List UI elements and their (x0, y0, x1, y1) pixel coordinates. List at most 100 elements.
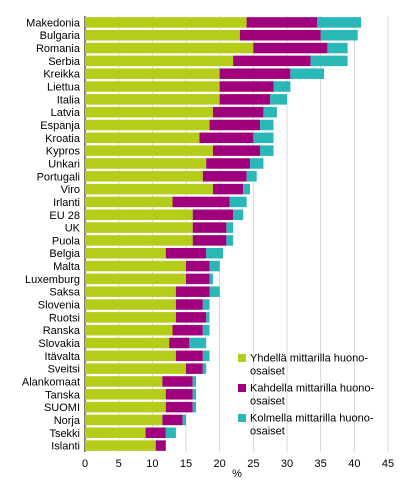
bar-segment-series-2 (212, 183, 244, 195)
category-label: Romania (36, 43, 81, 55)
bar-segment-series-3 (202, 350, 210, 362)
bar-segment-series-1 (85, 106, 213, 118)
bar-segment-series-1 (85, 350, 176, 362)
category-label: Tsekki (49, 428, 80, 440)
bar-segment-series-1 (85, 132, 200, 144)
category-label: Ruotsi (49, 312, 80, 324)
bar-segment-series-3 (192, 401, 197, 413)
bar-segment-series-3 (327, 42, 348, 54)
bar-segment-series-2 (165, 401, 193, 413)
bar-segment-series-2 (192, 222, 227, 233)
bar-segment-series-2 (145, 427, 166, 439)
bar-segment-series-2 (175, 299, 203, 310)
bar-segment-series-3 (192, 376, 197, 387)
category-label: Unkari (48, 158, 80, 170)
x-tick-label: 20 (214, 458, 226, 470)
category-label: Slovakia (38, 338, 80, 350)
bar-segment-series-3 (246, 171, 257, 182)
bar-segment-series-2 (212, 106, 264, 118)
bar-segment-series-2 (175, 312, 207, 323)
category-label: Espanja (40, 120, 81, 132)
category-label: Luxemburg (25, 274, 80, 286)
bar-segment-series-3 (202, 324, 210, 336)
bar-segment-series-3 (192, 389, 197, 400)
legend-label: Kahdella mittarilla huono-osaiset (250, 383, 374, 408)
bar-segment-series-2 (165, 389, 193, 400)
legend-swatch (238, 384, 246, 392)
bar-segment-series-2 (202, 171, 247, 182)
category-label: Liettua (47, 82, 81, 94)
bar-segment-series-3 (263, 106, 277, 118)
bar-segment-series-2 (175, 350, 203, 362)
category-label: SUOMI (44, 402, 80, 414)
bar-segment-series-2 (219, 94, 271, 105)
category-label: Portugali (37, 171, 80, 183)
category-label: Slovenia (38, 300, 81, 312)
bar-segment-series-1 (85, 29, 240, 41)
bar-segment-series-3 (243, 183, 250, 195)
bar-segment-series-3 (260, 145, 274, 156)
bar-segment-series-1 (85, 401, 166, 413)
bar-segment-series-1 (85, 55, 234, 67)
category-label: UK (65, 223, 81, 235)
bar-segment-series-3 (206, 312, 210, 323)
category-label: Bulgaria (40, 30, 81, 42)
bar-segment-series-3 (310, 55, 348, 67)
category-label: Serbia (48, 56, 81, 68)
category-label: Puola (52, 235, 81, 247)
x-tick-label: 10 (146, 458, 158, 470)
category-label: Italia (57, 94, 81, 106)
bar-segment-series-1 (85, 222, 193, 233)
category-label: Makedonia (26, 17, 81, 29)
bar-segment-series-3 (233, 209, 244, 221)
bar-segment-series-1 (85, 119, 210, 131)
category-label: Saksa (49, 287, 80, 299)
category-label: Sveitsi (48, 364, 80, 376)
category-label: Latvia (51, 107, 81, 119)
bar-segment-series-1 (85, 260, 186, 272)
category-label: Kypros (46, 146, 81, 158)
legend-label: Yhdellä mittarilla huono-osaiset (250, 353, 368, 378)
bar-segment-series-1 (85, 440, 156, 451)
bar-segment-series-3 (209, 273, 213, 285)
bar-segment-series-1 (85, 273, 186, 285)
bar-segment-series-2 (233, 55, 311, 67)
category-label: Alankomaat (22, 376, 80, 388)
x-tick-label: 5 (116, 458, 122, 470)
bar-segment-series-3 (273, 81, 291, 92)
legend: Yhdellä mittarilla huono-osaiset Kahdella… (238, 353, 374, 438)
category-label: Norja (54, 415, 81, 427)
legend-swatch (238, 354, 246, 362)
bar-segment-series-1 (85, 363, 186, 374)
bar-segment-series-3 (189, 337, 207, 349)
x-tick-label: 45 (382, 458, 394, 470)
category-label: Kroatia (45, 133, 81, 145)
x-tick-labels: 0 5 10 15 20 25 30 35 40 45 (82, 458, 394, 470)
bar-segment-series-1 (85, 337, 170, 349)
bar-segment-series-3 (320, 29, 358, 41)
bar-segment-series-1 (85, 68, 220, 79)
bar-segment-series-3 (209, 286, 220, 297)
bar-segment-series-2 (165, 247, 207, 259)
bar-segment-series-2 (219, 81, 274, 92)
category-labels: MakedoniaBulgariaRomaniaSerbiaKreikkaLie… (22, 17, 81, 452)
category-label: Ranska (43, 325, 81, 337)
bar-segment-series-3 (270, 94, 287, 105)
bar-segment-series-2 (162, 376, 193, 387)
bar-segment-series-3 (317, 17, 362, 28)
bar-segment-series-1 (85, 247, 166, 259)
bar-segment-series-2 (192, 209, 234, 221)
category-label: Itävalta (45, 351, 81, 363)
bar-segment-series-3 (290, 68, 325, 79)
bar-segment-series-2 (175, 286, 210, 297)
bar-segment-series-1 (85, 145, 213, 156)
bar-segment-series-1 (85, 81, 220, 92)
bar-segment-series-2 (239, 29, 321, 41)
bar-segment-series-3 (249, 158, 264, 169)
x-tick-label: 35 (315, 458, 327, 470)
x-tick-label: 15 (180, 458, 192, 470)
x-tick-label: 30 (281, 458, 293, 470)
x-axis-title: % (232, 468, 242, 480)
